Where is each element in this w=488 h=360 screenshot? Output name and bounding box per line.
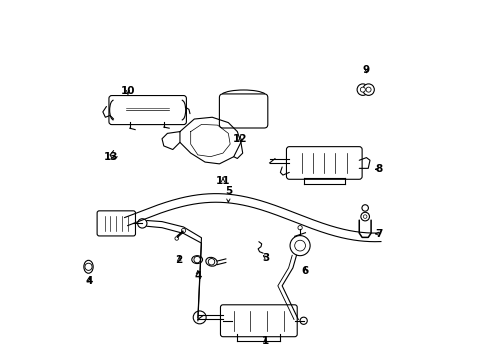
Text: 13: 13 xyxy=(103,152,118,162)
Ellipse shape xyxy=(191,256,202,264)
Text: 4: 4 xyxy=(86,276,93,286)
Circle shape xyxy=(297,226,302,230)
Circle shape xyxy=(85,263,92,270)
Text: 10: 10 xyxy=(121,86,135,96)
Circle shape xyxy=(361,205,367,211)
Circle shape xyxy=(294,240,305,251)
Circle shape xyxy=(137,219,147,228)
Circle shape xyxy=(181,228,185,233)
Circle shape xyxy=(366,87,370,92)
Text: 3: 3 xyxy=(262,253,269,263)
Circle shape xyxy=(208,258,214,265)
Circle shape xyxy=(175,237,178,240)
Text: 9: 9 xyxy=(362,64,369,75)
Text: 11: 11 xyxy=(215,176,230,186)
Text: 7: 7 xyxy=(374,229,382,239)
FancyBboxPatch shape xyxy=(286,147,362,179)
FancyBboxPatch shape xyxy=(97,211,135,236)
Circle shape xyxy=(363,215,366,219)
Circle shape xyxy=(193,311,206,324)
Text: 6: 6 xyxy=(301,266,308,276)
Circle shape xyxy=(362,84,373,95)
Circle shape xyxy=(360,87,365,92)
Text: 5: 5 xyxy=(224,186,231,197)
Text: 8: 8 xyxy=(375,164,382,174)
Text: 2: 2 xyxy=(175,255,183,265)
FancyBboxPatch shape xyxy=(220,305,297,337)
FancyBboxPatch shape xyxy=(109,95,186,125)
Circle shape xyxy=(360,212,369,221)
Circle shape xyxy=(300,317,306,324)
Ellipse shape xyxy=(205,257,217,266)
Circle shape xyxy=(289,235,309,256)
Text: 1: 1 xyxy=(261,336,268,346)
FancyBboxPatch shape xyxy=(219,94,267,128)
Text: 12: 12 xyxy=(232,135,247,144)
Ellipse shape xyxy=(83,260,93,273)
Circle shape xyxy=(194,256,200,263)
Text: 4: 4 xyxy=(194,271,201,281)
Circle shape xyxy=(356,84,368,95)
